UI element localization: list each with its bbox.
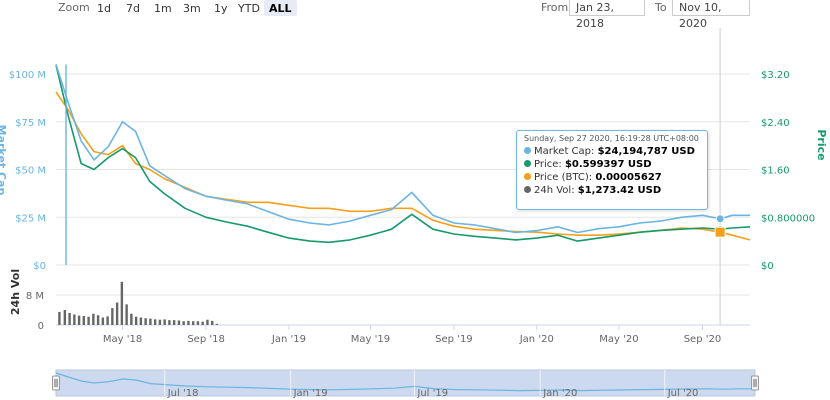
volume-bar [120,281,124,325]
zoom-button-all[interactable]: ALL [264,0,297,16]
tooltip-label: 24h Vol: [534,185,575,196]
tooltip-row-price-btc: Price (BTC): 0.00005627 [524,171,700,184]
price-btc-marker [714,226,726,238]
volume-bar [191,321,195,325]
volume-bar [144,318,147,325]
navigator-x-tick-label: Jul '19 [416,388,448,399]
tooltip-label: Price: [534,159,562,170]
volume-bar [139,317,143,325]
volume-bar [58,311,61,325]
price-axis-title: Price [815,129,828,160]
zoom-button-7d[interactable]: 7d [121,0,145,16]
volume-bar [177,320,181,325]
volume-bar [63,310,67,325]
volume-bar [187,320,190,325]
zoom-button-1d[interactable]: 1d [92,0,116,16]
volume-y-tick-label: 8 M [26,291,44,302]
navigator-left-handle[interactable] [52,375,60,391]
price-dot-icon [524,160,531,167]
volume-bar [68,313,71,325]
volume-bar [206,319,209,325]
price-marker [716,225,725,234]
volume-y-tick-label: 0 [38,321,44,332]
volume-bar [130,313,133,325]
range-to-label: To [655,1,667,14]
volume-bar [77,315,81,325]
x-tick-label: Jan '19 [271,334,306,345]
navigator-series-line [55,372,755,392]
volume-bar [172,320,176,325]
market-cap-marker [715,214,725,224]
left-y-tick-label: $100 M [9,70,46,81]
volume-bar [115,302,119,325]
tooltip: Sunday, Sep 27 2020, 16:19:28 UTC+08:00 … [516,130,708,210]
volume-bar [168,320,171,325]
range-from-input[interactable]: Jan 23, 2018 [569,0,645,30]
left-y-tick-label: $50 M [15,166,46,177]
market-cap-dot-icon [524,147,531,154]
navigator-x-tick-label: Jul '18 [167,388,199,399]
navigator-mask [55,369,756,397]
volume-bar [153,319,157,325]
volume-bar [73,314,76,325]
volume-axis-title: 24h Vol [9,269,22,315]
left-y-tick-label: $75 M [15,118,46,129]
x-tick-label: Sep '19 [435,334,473,345]
volume-bar [149,318,152,325]
tooltip-value: $0.599397 USD [564,159,652,170]
x-tick-label: Jan '20 [519,334,554,345]
zoom-button-ytd[interactable]: YTD [233,0,265,16]
navigator-x-tick-label: Jan '20 [542,388,577,399]
volume-bar [215,323,219,325]
zoom-label: Zoom [58,1,90,14]
tooltip-value: $1,273.42 USD [577,185,662,196]
volume-bar [210,320,214,325]
volume-bar [196,321,200,325]
tooltip-row-market-cap: Market Cap: $24,194,787 USD [524,145,700,158]
left-y-tick-label: $25 M [15,213,46,224]
navigator-right-handle[interactable] [751,375,759,391]
x-tick-label: May '20 [599,334,638,345]
zoom-button-1m[interactable]: 1m [149,0,177,16]
range-to-input[interactable]: Nov 10, 2020 [672,0,750,30]
left-y-tick-label: $0 [33,261,46,272]
volume-bar [82,316,86,325]
x-tick-label: May '18 [103,334,142,345]
zoom-button-3m[interactable]: 3m [178,0,206,16]
tooltip-date: Sunday, Sep 27 2020, 16:19:28 UTC+08:00 [524,134,699,143]
x-tick-label: Sep '18 [187,334,225,345]
volume-bar [96,315,100,325]
tooltip-label: Market Cap: [534,146,595,157]
right-y-tick-label: $0.800000 [761,213,815,224]
tooltip-label: Price (BTC): [534,172,593,183]
volume-bar [158,319,162,325]
volume-bar [87,316,90,325]
right-y-tick-label: $1.60 [761,166,790,177]
volume-dot-icon [524,186,531,193]
tooltip-value: $24,194,787 USD [597,146,695,157]
volume-bar [106,316,109,325]
navigator-x-tick-label: Jul '20 [667,388,699,399]
x-tick-label: May '19 [351,334,390,345]
right-y-tick-label: $0 [761,261,774,272]
volume-bar [182,321,185,325]
zoom-button-1y[interactable]: 1y [209,0,233,16]
navigator-x-tick-label: Jan '19 [293,388,328,399]
range-from-label: From [541,1,569,14]
volume-bar [134,316,138,325]
right-y-tick-label: $3.20 [761,70,790,81]
price-btc-dot-icon [524,173,531,180]
tooltip-row-volume: 24h Vol: $1,273.42 USD [524,184,700,197]
x-tick-label: Sep '20 [684,334,722,345]
volume-bar [101,317,105,325]
volume-bar [111,308,114,325]
volume-bar [201,321,204,325]
volume-bar [92,313,95,325]
volume-bar [163,319,166,325]
tooltip-value: 0.00005627 [595,172,662,183]
volume-bar [125,304,128,325]
market-cap-axis-title: Market Cap [0,125,8,196]
right-y-tick-label: $2.40 [761,118,790,129]
tooltip-row-price: Price: $0.599397 USD [524,158,700,171]
